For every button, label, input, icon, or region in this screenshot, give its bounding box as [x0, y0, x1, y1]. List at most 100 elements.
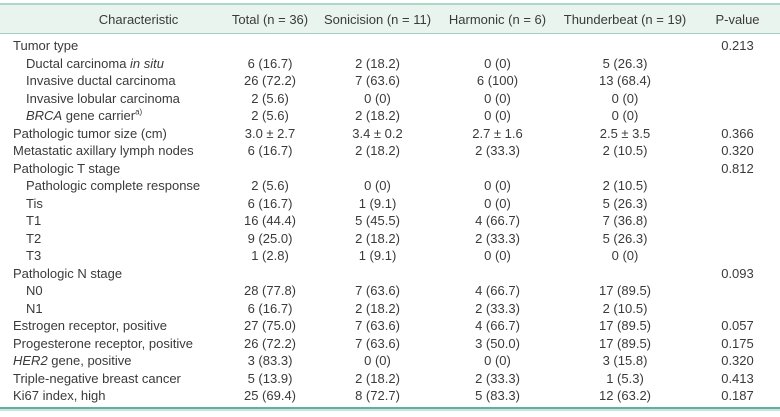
value-cell: 2 (18.2) — [355, 230, 400, 246]
table-row: T1 16 (44.4) 5 (45.5) 4 (66.7) 7 (36.8) — [0, 212, 780, 230]
row-label: N0 — [26, 283, 43, 298]
value-cell: 2 (10.5) — [602, 178, 648, 193]
value-cell: 6 (16.7) — [247, 195, 293, 211]
value-cell: 2 (10.5) — [602, 143, 648, 158]
table-row: Ductal carcinoma in situ 6 (16.7) 2 (18.2)… — [0, 55, 780, 73]
row-label: Invasive ductal carcinoma — [26, 73, 176, 88]
row-label: Pathologic N stage — [13, 265, 123, 281]
value-cell — [315, 160, 440, 178]
value-cell: 2 (5.6) — [251, 178, 289, 193]
value-cell: 0 (0) — [484, 248, 511, 263]
table-row: Invasive ductal carcinoma 26 (72.2) 7 (63.… — [0, 72, 780, 90]
value-cell: 2 (18.2) — [355, 108, 400, 123]
row-label: Estrogen receptor, positive — [13, 318, 167, 333]
value-cell — [315, 265, 440, 283]
p-value-cell: 0.175 — [721, 335, 754, 351]
value-cell — [555, 160, 695, 178]
value-cell: 26 (72.2) — [243, 335, 297, 351]
value-cell: 0 (0) — [484, 195, 511, 211]
value-cell — [225, 265, 315, 283]
row-label: Tumor type — [13, 38, 79, 53]
row-label: BRCA gene carriera) — [26, 107, 143, 123]
row-label: Tis — [26, 195, 43, 211]
p-value-cell: 0.057 — [721, 318, 754, 333]
value-cell: 3 (83.3) — [247, 353, 293, 368]
row-label: Invasive lobular carcinoma — [26, 90, 180, 106]
value-cell: 2.7 ± 1.6 — [472, 125, 523, 141]
value-cell: 17 (89.5) — [598, 335, 652, 351]
value-cell: 2 (18.2) — [355, 300, 400, 316]
value-cell: 2.5 ± 3.5 — [599, 125, 651, 141]
p-value-cell: 0.413 — [721, 370, 754, 386]
value-cell: 8 (72.7) — [355, 388, 400, 403]
table-row: Pathologic complete response 2 (5.6) 0 (0)… — [0, 177, 780, 195]
row-label: T3 — [26, 248, 42, 263]
value-cell: 13 (68.4) — [598, 73, 652, 88]
row-label: Pathologic T stage — [13, 160, 121, 176]
value-cell: 28 (77.8) — [243, 283, 297, 298]
value-cell: 2 (18.2) — [355, 370, 400, 386]
value-cell: 6 (16.7) — [247, 143, 293, 158]
value-cell: 2 (33.3) — [475, 300, 520, 316]
value-cell: 1 (5.3) — [606, 370, 644, 386]
value-cell: 0 (0) — [484, 353, 511, 368]
p-value-cell: 0.812 — [721, 160, 754, 176]
value-cell: 0 (0) — [484, 108, 511, 123]
value-cell — [555, 34, 695, 55]
table-row: Tumor type 0.213 — [0, 34, 780, 55]
column-header-0: Characteristic — [0, 5, 225, 34]
p-value-cell — [695, 55, 780, 73]
column-header-5: P-value — [695, 5, 780, 34]
table-row: Pathologic tumor size (cm) 3.0 ± 2.7 3.4 ±… — [0, 125, 780, 143]
table-row: HER2 gene, positive 3 (83.3) 0 (0) 0 (0) 3 (… — [0, 352, 780, 370]
header-row: Characteristic Total (n = 36) Sonicision (… — [0, 5, 780, 34]
p-value-cell: 0.093 — [721, 265, 754, 281]
p-value-cell: 0.366 — [721, 125, 754, 141]
row-label: Pathologic tumor size (cm) — [13, 125, 167, 141]
value-cell: 17 (89.5) — [598, 318, 652, 333]
value-cell: 0 (0) — [364, 353, 391, 368]
value-cell: 4 (66.7) — [475, 213, 520, 228]
p-value-cell — [695, 90, 780, 108]
row-label: T1 — [26, 213, 42, 228]
p-value-cell: 0.187 — [721, 388, 754, 403]
value-cell: 17 (89.5) — [598, 283, 652, 298]
value-cell: 3.0 ± 2.7 — [244, 125, 296, 141]
value-cell: 3.4 ± 0.2 — [352, 125, 403, 141]
row-label: T2 — [26, 230, 42, 246]
value-cell: 6 (100) — [476, 73, 519, 88]
value-cell: 25 (69.4) — [243, 388, 297, 403]
value-cell — [440, 265, 555, 283]
value-cell: 2 (18.2) — [355, 55, 400, 71]
value-cell: 0 (0) — [611, 90, 639, 106]
p-value-cell — [695, 195, 780, 213]
value-cell: 0 (0) — [484, 55, 511, 71]
value-cell — [225, 34, 315, 55]
p-value-cell — [695, 107, 780, 125]
table-row: Pathologic N stage 0.093 — [0, 265, 780, 283]
table-row: Progesterone receptor, positive 26 (72.2)… — [0, 335, 780, 353]
value-cell: 5 (26.3) — [602, 230, 648, 246]
value-cell: 5 (45.5) — [355, 213, 400, 228]
p-value-cell — [695, 247, 780, 265]
value-cell — [315, 34, 440, 55]
value-cell: 1 (9.1) — [358, 195, 397, 211]
value-cell: 0 (0) — [484, 178, 511, 193]
value-cell: 2 (33.3) — [475, 143, 520, 158]
value-cell: 2 (33.3) — [475, 370, 520, 386]
value-cell — [225, 160, 315, 178]
data-table: Characteristic Total (n = 36) Sonicision (… — [0, 5, 780, 405]
table-row: N0 28 (77.8) 7 (63.6) 4 (66.7) 17 (89.5) — [0, 282, 780, 300]
row-label: Ki67 index, high — [13, 388, 106, 403]
column-header-1: Total (n = 36) — [225, 5, 315, 34]
value-cell: 27 (75.0) — [243, 318, 297, 333]
value-cell: 7 (63.6) — [355, 283, 400, 298]
table-row: Metastatic axillary lymph nodes 6 (16.7) 2… — [0, 142, 780, 160]
value-cell: 0 (0) — [611, 108, 639, 123]
value-cell: 5 (83.3) — [475, 388, 520, 403]
value-cell: 5 (26.3) — [602, 55, 648, 71]
p-value-cell: 0.320 — [721, 353, 754, 368]
table-row: Tis 6 (16.7) 1 (9.1) 0 (0) 5 (26.3) — [0, 195, 780, 213]
row-label: N1 — [26, 300, 43, 316]
value-cell: 6 (16.7) — [247, 300, 293, 316]
